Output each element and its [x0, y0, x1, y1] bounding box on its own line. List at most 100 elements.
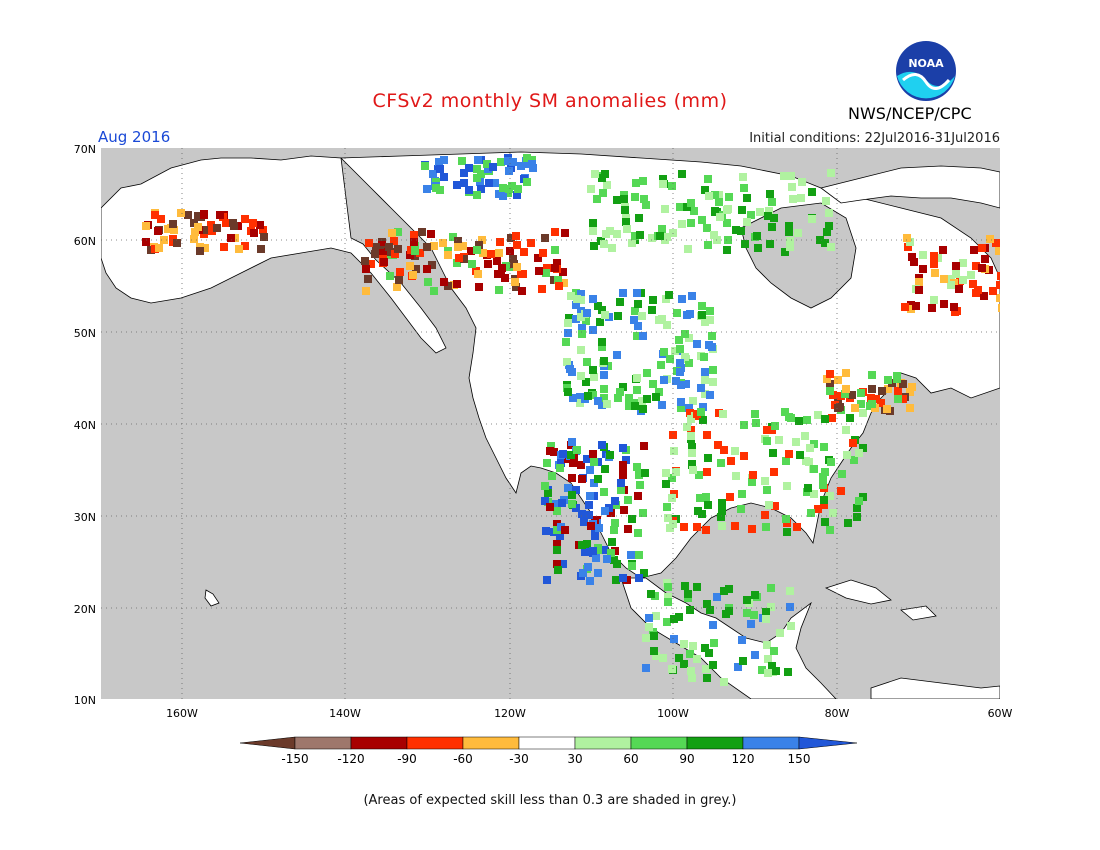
anomaly-cell [739, 173, 747, 181]
anomaly-cell [406, 251, 414, 259]
anomaly-cell [634, 492, 642, 500]
anomaly-cell [764, 212, 772, 220]
anomaly-cell [717, 459, 725, 467]
anomaly-cell [904, 243, 912, 251]
anomaly-cell [683, 423, 691, 431]
anomaly-cell [406, 262, 414, 270]
anomaly-cell [952, 262, 960, 270]
anomaly-cell [705, 192, 713, 200]
lon-label: 160W [166, 707, 198, 720]
anomaly-cell [693, 583, 701, 591]
anomaly-cell [670, 635, 678, 643]
anomaly-cell [478, 236, 486, 244]
anomaly-cell [719, 410, 727, 418]
anomaly-cell [767, 584, 775, 592]
anomaly-cell [786, 237, 794, 245]
anomaly-cell [980, 292, 988, 300]
anomaly-cell [534, 254, 542, 262]
anomaly-cell [639, 405, 647, 413]
anomaly-cell [616, 298, 624, 306]
anomaly-cell [658, 225, 666, 233]
anomaly-cell [743, 194, 751, 202]
anomaly-cell [621, 206, 629, 214]
anomaly-cell [559, 450, 567, 458]
anomaly-cell [514, 185, 522, 193]
anomaly-cell [367, 260, 375, 268]
anomaly-cell [771, 502, 779, 510]
anomaly-cell [494, 270, 502, 278]
anomaly-cell [718, 507, 726, 515]
anomaly-cell [709, 621, 717, 629]
anomaly-cell [723, 219, 731, 227]
anomaly-cell [795, 417, 803, 425]
anomaly-cell [749, 471, 757, 479]
anomaly-cell [157, 215, 165, 223]
anomaly-cell [844, 519, 852, 527]
anomaly-cell [613, 351, 621, 359]
anomaly-cell [568, 500, 576, 508]
anomaly-cell [681, 353, 689, 361]
anomaly-cell [573, 295, 581, 303]
colorbar-box [686, 736, 744, 750]
anomaly-cell [764, 655, 772, 663]
anomaly-cell [624, 525, 632, 533]
anomaly-cell [577, 372, 585, 380]
anomaly-cell [544, 489, 552, 497]
anomaly-cell [940, 275, 948, 283]
anomaly-cell [686, 606, 694, 614]
colorbar-label: -120 [337, 752, 365, 766]
anomaly-cell [705, 649, 713, 657]
anomaly-cell [538, 285, 546, 293]
anomaly-cell [564, 329, 572, 337]
anomaly-cell [577, 346, 585, 354]
colorbar-label: 90 [679, 752, 695, 766]
anomaly-cell [607, 549, 615, 557]
anomaly-cell [475, 241, 483, 249]
anomaly-cell [981, 255, 989, 263]
anomaly-cell [619, 574, 627, 582]
anomaly-cell [686, 650, 694, 658]
anomaly-cell [638, 312, 646, 320]
anomaly-cell [583, 358, 591, 366]
anomaly-cell [701, 318, 709, 326]
anomaly-cell [586, 577, 594, 585]
anomaly-cell [763, 426, 771, 434]
anomaly-cell [385, 243, 393, 251]
anomaly-cell [801, 432, 809, 440]
anomaly-cell [620, 506, 628, 514]
anomaly-cell [154, 227, 162, 235]
colorbar-box [742, 736, 800, 750]
anomaly-cell [608, 538, 616, 546]
anomaly-cell [241, 215, 249, 223]
anomaly-cell [454, 237, 462, 245]
anomaly-cell [762, 615, 770, 623]
anomaly-cell [427, 230, 435, 238]
anomaly-cell [738, 206, 746, 214]
anomaly-cell [142, 222, 150, 230]
anomaly-cell [783, 482, 791, 490]
anomaly-cell [823, 228, 831, 236]
anomaly-cell [851, 404, 859, 412]
anomaly-cell [592, 554, 600, 562]
anomaly-cell [439, 239, 447, 247]
anomaly-cell [785, 228, 793, 236]
anomaly-cell [950, 303, 958, 311]
anomaly-cell [668, 474, 676, 482]
anomaly-cell [798, 178, 806, 186]
anomaly-cell [591, 532, 599, 540]
anomaly-cell [587, 522, 595, 530]
anomaly-cell [520, 248, 528, 256]
anomaly-cell [698, 311, 706, 319]
anomaly-cell [213, 224, 221, 232]
anomaly-cell [551, 228, 559, 236]
land-layer [101, 151, 1000, 699]
anomaly-cell [711, 207, 719, 215]
anomaly-cell [453, 280, 461, 288]
anomaly-cell [901, 303, 909, 311]
anomaly-cell [680, 523, 688, 531]
anomaly-cell [986, 235, 994, 243]
anomaly-cell [952, 270, 960, 278]
anomaly-cell [931, 269, 939, 277]
anomaly-cell [678, 295, 686, 303]
anomaly-cell [473, 191, 481, 199]
